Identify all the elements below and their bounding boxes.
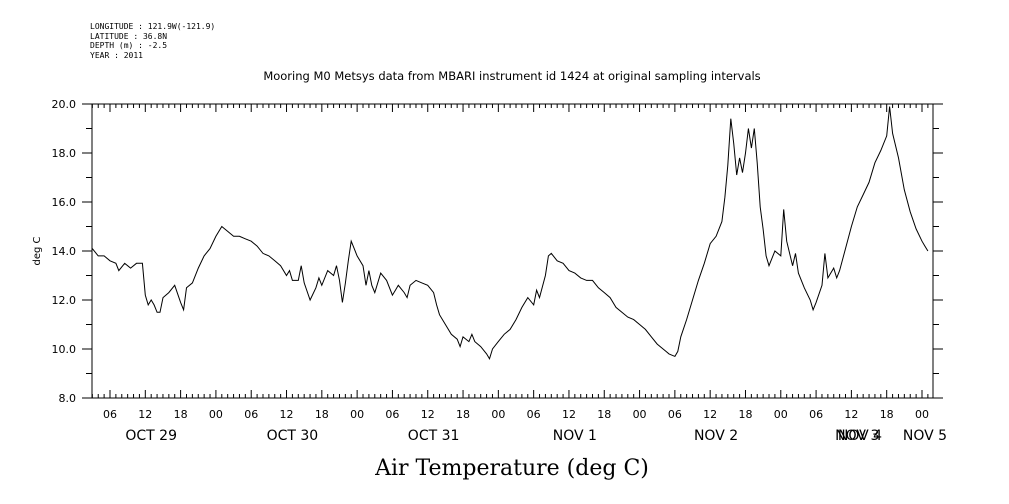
x-hour-label: 00 (209, 408, 223, 421)
y-axis-label: deg C (32, 236, 43, 265)
x-tick-labels: 06 12 18 00 06 12 18 00 06 12 18 00 06 12 18 00 06 12 18 00… (103, 408, 929, 421)
x-hour-label: 00 (350, 408, 364, 421)
y-tick-label: 10.0 (52, 343, 77, 356)
x-hour-label: 00 (491, 408, 505, 421)
plot-frame (91, 103, 934, 399)
y-tick-label: 18.0 (52, 147, 77, 160)
latitude-text: LATITUDE : 36.8N (90, 31, 168, 41)
depth-text: DEPTH (m) : -2.5 (90, 41, 168, 50)
x-hour-label: 12 (703, 408, 717, 421)
y-tick-label: 8.0 (59, 392, 77, 405)
x-hour-label: 06 (385, 408, 399, 421)
x-hour-label: 12 (280, 408, 294, 421)
x-hour-label: 18 (880, 408, 894, 421)
chart-title: Mooring M0 Metsys data from MBARI instru… (263, 69, 760, 83)
x-date-label: OCT 30 (267, 428, 319, 444)
y-tick-label: 20.0 (52, 98, 77, 111)
year-text: YEAR : 2011 (90, 50, 143, 60)
y-tick-label: 12.0 (52, 294, 77, 307)
series-line (91, 106, 929, 361)
x-hour-label: 00 (915, 408, 929, 421)
y-tick-labels: 8.0 10.0 12.0 14.0 16.0 18.0 20.0 (52, 98, 77, 405)
x-hour-label: 12 (421, 408, 435, 421)
x-date-label: OCT 29 (125, 428, 177, 444)
x-date-label: NOV 1 (553, 428, 597, 444)
x-hour-label: 06 (527, 408, 541, 421)
x-hour-label: 18 (174, 408, 188, 421)
axis-ticks (82, 103, 943, 399)
x-hour-label: 18 (456, 408, 470, 421)
x-hour-label: 06 (809, 408, 823, 421)
x-hour-label: 18 (315, 408, 329, 421)
x-hour-label: 12 (844, 408, 858, 421)
x-date-label: NOV 3 (835, 428, 879, 444)
y-tick-label: 16.0 (52, 196, 77, 209)
x-hour-label: 12 (562, 408, 576, 421)
x-hour-label: 00 (633, 408, 647, 421)
x-hour-label: 12 (138, 408, 152, 421)
station-metadata: LONGITUDE : 121.9W(-121.9) LATITUDE : 36… (90, 22, 215, 60)
x-hour-label: 06 (244, 408, 258, 421)
x-hour-label: 00 (774, 408, 788, 421)
longitude-text: LONGITUDE : 121.9W(-121.9) (90, 22, 216, 31)
x-date-label: NOV 5 (903, 428, 947, 444)
x-hour-label: 18 (738, 408, 752, 421)
y-tick-label: 14.0 (52, 245, 77, 258)
x-hour-label: 06 (103, 408, 117, 421)
x-date-label: OCT 31 (408, 428, 460, 444)
x-hour-label: 18 (597, 408, 611, 421)
x-date-label: NOV 2 (694, 428, 738, 444)
x-date-label: NOV 4 (838, 428, 882, 444)
x-hour-label: 06 (668, 408, 682, 421)
x-axis-label: Air Temperature (deg C) (374, 456, 649, 481)
